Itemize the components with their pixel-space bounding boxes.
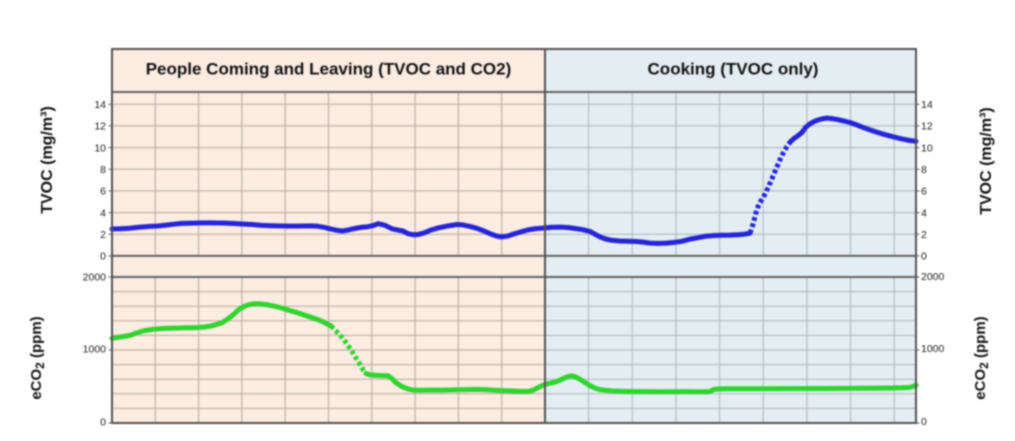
svg-text:eCO2 (ppm): eCO2 (ppm): [972, 316, 991, 399]
svg-text:2: 2: [921, 229, 927, 241]
svg-text:6: 6: [100, 186, 106, 198]
svg-text:1000: 1000: [921, 343, 945, 355]
svg-text:0: 0: [921, 416, 927, 428]
svg-text:6: 6: [921, 186, 927, 198]
svg-text:2000: 2000: [921, 271, 945, 283]
svg-text:Cooking (TVOC only): Cooking (TVOC only): [648, 60, 819, 79]
svg-text:14: 14: [921, 99, 933, 111]
svg-text:2000: 2000: [83, 271, 107, 283]
svg-text:eCO2 (ppm): eCO2 (ppm): [28, 316, 47, 399]
svg-text:8: 8: [921, 164, 927, 176]
svg-text:0: 0: [100, 416, 106, 428]
svg-text:12: 12: [94, 121, 106, 133]
svg-text:People Coming and Leaving (TVO: People Coming and Leaving (TVOC and CO2): [146, 60, 512, 79]
svg-text:1000: 1000: [83, 343, 107, 355]
svg-text:4: 4: [921, 207, 927, 219]
svg-text:8: 8: [100, 164, 106, 176]
svg-text:2: 2: [100, 229, 106, 241]
svg-text:0: 0: [100, 251, 106, 263]
svg-text:12: 12: [921, 121, 933, 133]
svg-text:TVOC (mg/m³): TVOC (mg/m³): [39, 106, 56, 214]
svg-text:10: 10: [94, 142, 106, 154]
svg-text:10: 10: [921, 142, 933, 154]
svg-text:TVOC (mg/m³): TVOC (mg/m³): [978, 107, 995, 215]
svg-text:0: 0: [921, 251, 927, 263]
svg-text:14: 14: [94, 99, 106, 111]
svg-text:4: 4: [100, 207, 106, 219]
